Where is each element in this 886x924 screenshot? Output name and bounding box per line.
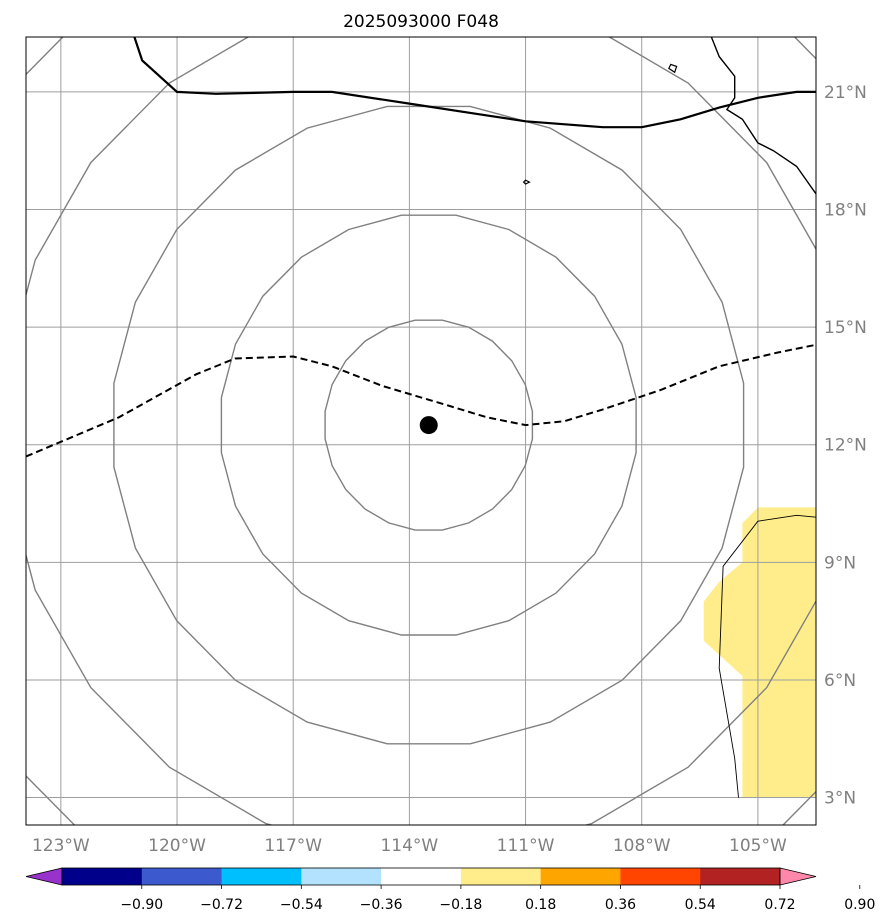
range-ring	[113, 105, 745, 745]
range-ring	[324, 319, 534, 531]
latitude-tick-label: 18°N	[824, 200, 867, 220]
longitude-tick-label: 123°W	[32, 836, 90, 856]
colorbar-segment	[700, 868, 781, 885]
coastline-thin	[718, 514, 816, 798]
range-ring	[26, 37, 816, 825]
colorbar-tick-label: 0.72	[764, 897, 795, 913]
colorbar-segment	[62, 868, 143, 885]
dashed-track-line	[26, 343, 816, 458]
island	[522, 179, 531, 185]
map-title: 2025093000 F048	[343, 12, 499, 32]
longitude-tick-label: 117°W	[264, 836, 322, 856]
colorbar-segment	[221, 868, 302, 885]
longitude-tick-label: 111°W	[497, 836, 555, 856]
colorbar-tick-label: 0.90	[844, 897, 875, 913]
colorbar-tick-label: −0.72	[200, 897, 243, 913]
latitude-tick-label: 6°N	[824, 671, 856, 691]
colorbar-tick-label: 0.54	[685, 897, 716, 913]
plot-frame	[25, 36, 817, 826]
latitude-tick-label: 12°N	[824, 436, 867, 456]
colorbar-segment	[381, 868, 462, 885]
colorbar-tick-label: 0.18	[525, 897, 556, 913]
shaded-region	[703, 507, 816, 798]
latitude-tick-label: 21°N	[824, 83, 867, 103]
longitude-tick-label: 120°W	[148, 836, 206, 856]
colorbar-frame	[61, 867, 781, 886]
colorbar-tick-label: 0.36	[605, 897, 636, 913]
colorbar-segment	[301, 868, 382, 885]
colorbar: −0.90 −0.72 −0.54 −0.36 −0.18 0.18 0.36 0.54 0.7…	[25, 867, 875, 913]
colorbar-segment	[620, 868, 701, 885]
colorbar-tick-label: −0.36	[360, 897, 403, 913]
latitude-tick-label: 3°N	[824, 789, 856, 809]
colorbar-segment	[141, 868, 223, 885]
range-ring	[220, 214, 637, 636]
longitude-tick-label: 105°W	[729, 836, 787, 856]
colorbar-tick-label: −0.90	[120, 897, 163, 913]
colorbar-segment	[460, 868, 542, 885]
longitude-tick-label: 114°W	[380, 836, 438, 856]
colorbar-segment	[540, 868, 621, 885]
colorbar-extend-high	[779, 867, 817, 886]
latitude-tick-label: 9°N	[824, 553, 856, 573]
island	[668, 63, 678, 74]
latitude-tick-label: 15°N	[824, 318, 867, 338]
latitude-labels: 3°N 6°N 9°N 12°N 15°N 18°N 21°N	[824, 83, 867, 809]
longitude-labels: 123°W 120°W 117°W 114°W 111°W 108°W 105°W	[32, 836, 787, 856]
coastline-thick	[133, 37, 816, 129]
coastline	[710, 37, 816, 195]
colorbar-tick-label: −0.18	[439, 897, 482, 913]
colorbar-extend-low	[25, 867, 63, 886]
colorbar-tick-label: −0.54	[280, 897, 323, 913]
center-marker	[419, 416, 438, 435]
longitude-tick-label: 108°W	[613, 836, 671, 856]
